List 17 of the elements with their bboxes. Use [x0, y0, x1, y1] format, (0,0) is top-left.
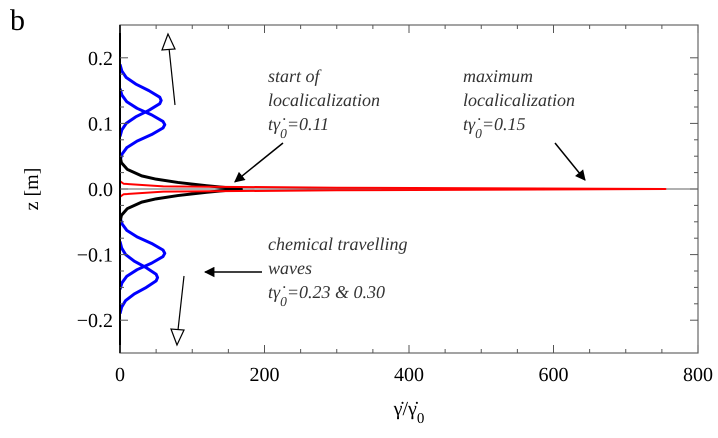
line-series — [120, 180, 666, 198]
annotation: maximum localicalization tγ̇$_{0}$=0.15 — [463, 66, 575, 140]
annotation: start of localicalization tγ̇$_{0}$=0.11 — [268, 66, 380, 140]
y-tick-label: −0.1 — [76, 244, 113, 267]
y-tick-label: 0.2 — [88, 48, 113, 70]
annotation: chemical travelling waves tγ̇$_{0}$=0.23 & 0.30 — [268, 234, 408, 308]
x-tick-label: 200 — [250, 364, 280, 386]
x-tick-label: 600 — [538, 364, 568, 386]
x-axis-title: γ̇/γ̇$_{0}$ — [392, 398, 424, 427]
x-tick-label: 400 — [394, 364, 424, 386]
y-tick-label: −0.2 — [76, 310, 113, 332]
y-tick-label: 0.0 — [88, 179, 113, 201]
x-tick-label: 800 — [683, 364, 713, 386]
x-tick-label: 0 — [115, 364, 125, 386]
chart-title: b — [10, 4, 25, 37]
y-tick-label: 0.1 — [88, 113, 113, 136]
y-axis-title: z [m] — [21, 168, 43, 210]
